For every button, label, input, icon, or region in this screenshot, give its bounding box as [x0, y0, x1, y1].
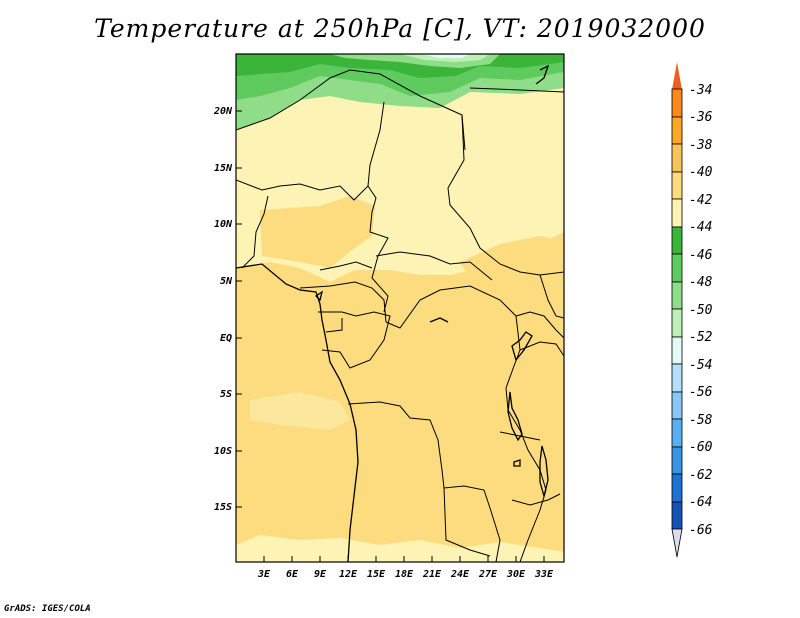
lon-label-9e: 9E — [314, 556, 327, 580]
lon-label-12e: 12E — [339, 556, 358, 580]
colorbar-bin — [671, 281, 683, 310]
svg-text:10S: 10S — [214, 446, 232, 457]
field-patch-42-mid — [250, 392, 350, 430]
colorbar-label: -38 — [689, 138, 713, 153]
svg-text:EQ: EQ — [220, 333, 232, 344]
colorbar-label: -60 — [689, 440, 713, 455]
lon-label-18e: 18E — [395, 556, 414, 580]
colorbar-bin — [671, 198, 683, 228]
field-patch-42-south — [236, 535, 564, 562]
lon-label-33e: 33E — [534, 556, 554, 580]
svg-text:9E: 9E — [314, 569, 327, 580]
svg-text:20N: 20N — [213, 106, 233, 117]
colorbar-bin — [671, 116, 683, 145]
colorbar-bin — [671, 363, 683, 393]
svg-text:27E: 27E — [478, 569, 498, 580]
lon-label-27e: 27E — [478, 556, 498, 580]
colorbar: -34 -36 -38 -40 -42 -44 -46 -48 -50 -52 … — [671, 62, 713, 558]
map-frame — [235, 53, 565, 563]
lat-label-5s: 5S — [220, 389, 242, 400]
colorbar-bin — [671, 171, 683, 200]
colorbar-bin — [671, 501, 683, 530]
svg-text:10N: 10N — [214, 219, 233, 230]
colorbar-bin — [671, 88, 683, 118]
colorbar-label: -36 — [689, 110, 713, 125]
field-patch-40-east — [460, 236, 560, 278]
colorbar-bin — [671, 308, 683, 338]
lat-label-15n: 15N — [214, 163, 242, 174]
map-title: Temperature at 250hPa [C], VT: 201903200… — [94, 14, 706, 43]
field-patch-40-west — [260, 196, 375, 268]
lat-label-eq: EQ — [220, 333, 242, 344]
colorbar-label: -46 — [689, 248, 713, 263]
lon-axis: 3E 6E 9E 12E 15E 18E 21E 24E 27E 30E 33E — [257, 556, 554, 580]
svg-text:18E: 18E — [395, 569, 414, 580]
svg-text:6E: 6E — [286, 569, 299, 580]
svg-text:12E: 12E — [339, 569, 358, 580]
field-patch-52-north — [420, 54, 470, 58]
temperature-field — [236, 54, 564, 562]
field-band-40 — [236, 232, 564, 562]
colorbar-label: -50 — [689, 303, 713, 318]
colorbar-bin — [671, 143, 683, 173]
colorbar-label: -44 — [689, 220, 712, 235]
svg-text:15N: 15N — [214, 163, 233, 174]
colorbar-bin — [671, 336, 683, 365]
lat-label-20n: 20N — [213, 106, 242, 117]
lon-label-6e: 6E — [286, 556, 299, 580]
lon-label-15e: 15E — [367, 556, 386, 580]
svg-text:21E: 21E — [422, 569, 442, 580]
colorbar-label: -56 — [689, 385, 713, 400]
colorbar-bin — [671, 473, 683, 503]
colorbar-label: -34 — [689, 83, 712, 98]
lon-label-3e: 3E — [257, 556, 271, 580]
colorbar-label: -54 — [689, 358, 712, 373]
svg-text:33E: 33E — [534, 569, 554, 580]
svg-text:5S: 5S — [220, 389, 232, 400]
lon-label-21e: 21E — [422, 556, 442, 580]
footer-credit: GrADS: IGES/COLA — [4, 604, 91, 614]
colorbar-label: -48 — [689, 275, 713, 290]
svg-text:15S: 15S — [214, 502, 232, 513]
colorbar-label: -52 — [689, 330, 713, 345]
svg-text:15E: 15E — [367, 569, 386, 580]
colorbar-label: -40 — [689, 165, 713, 180]
svg-text:24E: 24E — [450, 569, 470, 580]
svg-text:30E: 30E — [506, 569, 526, 580]
colorbar-label: -42 — [689, 193, 713, 208]
coastlines — [236, 64, 550, 562]
lat-axis: 20N 15N 10N 5N EQ 5S 10S 15S — [213, 106, 242, 513]
lat-label-15s: 15S — [214, 502, 242, 513]
colorbar-label: -66 — [689, 523, 713, 538]
colorbar-bottom-triangle — [671, 528, 683, 558]
lon-label-24e: 24E — [450, 556, 470, 580]
lat-label-5n: 5N — [220, 276, 242, 287]
colorbar-label: -58 — [689, 413, 713, 428]
colorbar-bin — [671, 391, 683, 420]
colorbar-top-triangle — [672, 62, 682, 90]
colorbar-bin — [671, 226, 683, 255]
lat-label-10n: 10N — [214, 219, 242, 230]
colorbar-label: -64 — [689, 495, 712, 510]
lon-label-30e: 30E — [506, 556, 526, 580]
svg-text:3E: 3E — [257, 569, 271, 580]
lat-label-10s: 10S — [214, 446, 242, 457]
colorbar-bin — [671, 253, 683, 283]
colorbar-bin — [671, 418, 683, 448]
svg-text:5N: 5N — [220, 276, 233, 287]
colorbar-bin — [671, 446, 683, 475]
colorbar-label: -62 — [689, 468, 713, 483]
